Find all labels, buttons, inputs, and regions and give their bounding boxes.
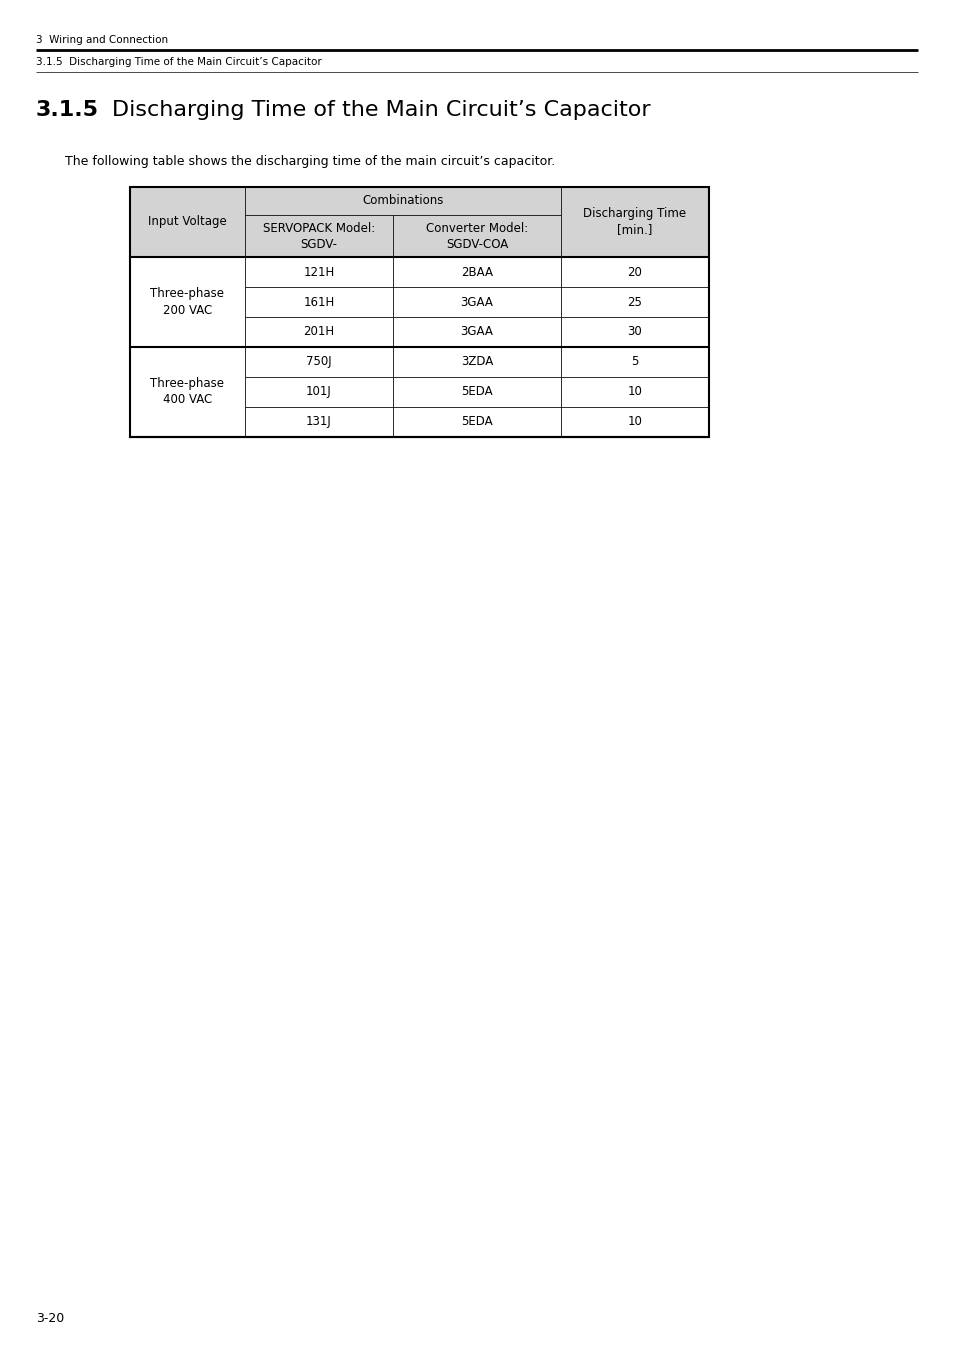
Bar [245, 215, 393, 256]
Bar [393, 256, 560, 288]
Bar [245, 256, 393, 288]
Text: 5EDA: 5EDA [460, 386, 493, 398]
Bar [560, 188, 708, 256]
Bar [245, 188, 560, 215]
Text: 3GAA: 3GAA [460, 325, 493, 339]
Text: 101J: 101J [306, 386, 332, 398]
Text: 5: 5 [631, 355, 638, 369]
Text: 161H: 161H [303, 296, 335, 309]
Bar [245, 406, 393, 437]
Bar [393, 377, 560, 406]
Bar [393, 317, 560, 347]
Text: 3ZDA: 3ZDA [460, 355, 493, 369]
Bar [560, 317, 708, 347]
Bar [560, 377, 708, 406]
Text: 201H: 201H [303, 325, 335, 339]
Bar [560, 406, 708, 437]
Text: 750J: 750J [306, 355, 332, 369]
Text: 3GAA: 3GAA [460, 296, 493, 309]
Bar [560, 256, 708, 288]
Bar [560, 288, 708, 317]
Text: 3.1.5: 3.1.5 [36, 100, 99, 120]
Text: 3.1.5  Discharging Time of the Main Circuit’s Capacitor: 3.1.5 Discharging Time of the Main Circu… [36, 57, 321, 68]
Bar [393, 347, 560, 377]
Text: Three-phase
400 VAC: Three-phase 400 VAC [151, 378, 224, 406]
Bar [560, 347, 708, 377]
Bar [393, 406, 560, 437]
Text: 2BAA: 2BAA [460, 266, 493, 278]
Bar [245, 347, 393, 377]
Text: Input Voltage: Input Voltage [148, 216, 227, 228]
Bar [245, 288, 393, 317]
Text: 10: 10 [627, 386, 641, 398]
Text: SERVOPACK Model:
SGDV-: SERVOPACK Model: SGDV- [263, 221, 375, 251]
Bar [130, 188, 708, 437]
Bar [130, 188, 245, 256]
Text: 20: 20 [627, 266, 641, 278]
Text: Combinations: Combinations [362, 194, 443, 208]
Text: Converter Model:
SGDV-COA: Converter Model: SGDV-COA [425, 221, 528, 251]
Bar [130, 347, 245, 437]
Bar [245, 377, 393, 406]
Text: Three-phase
200 VAC: Three-phase 200 VAC [151, 288, 224, 316]
Text: The following table shows the discharging time of the main circuit’s capacitor.: The following table shows the dischargin… [65, 155, 555, 167]
Text: 25: 25 [627, 296, 641, 309]
Text: 3  Wiring and Connection: 3 Wiring and Connection [36, 35, 168, 45]
Bar [130, 256, 245, 347]
Text: Discharging Time of the Main Circuit’s Capacitor: Discharging Time of the Main Circuit’s C… [112, 100, 650, 120]
Bar [393, 288, 560, 317]
Bar [245, 317, 393, 347]
Text: 131J: 131J [306, 416, 332, 428]
Text: 5EDA: 5EDA [460, 416, 493, 428]
Bar [393, 215, 560, 256]
Text: Discharging Time
[min.]: Discharging Time [min.] [583, 208, 686, 236]
Text: 121H: 121H [303, 266, 335, 278]
Text: 30: 30 [627, 325, 641, 339]
Text: 10: 10 [627, 416, 641, 428]
Text: 3-20: 3-20 [36, 1312, 64, 1324]
